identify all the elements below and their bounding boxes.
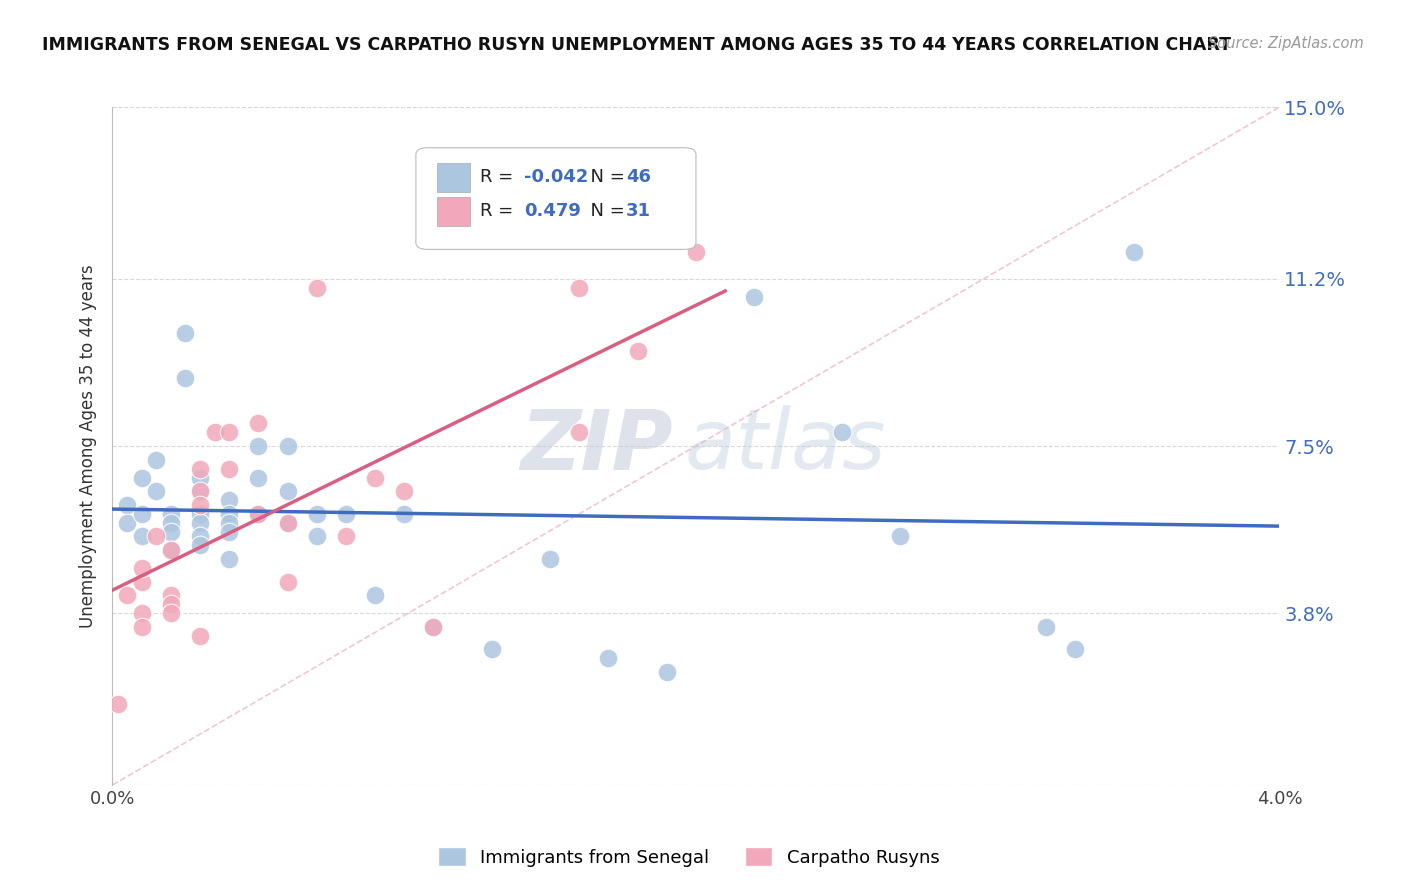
Point: [276, 484, 298, 499]
Text: Source: ZipAtlas.com: Source: ZipAtlas.com: [1208, 36, 1364, 51]
Text: N =: N =: [579, 168, 631, 186]
Point: [218, 507, 240, 521]
Point: [188, 461, 211, 475]
Legend: Immigrants from Senegal, Carpatho Rusyns: Immigrants from Senegal, Carpatho Rusyns: [432, 840, 946, 874]
Text: N =: N =: [579, 202, 631, 219]
Text: 31: 31: [626, 202, 651, 219]
Point: [188, 484, 211, 499]
Point: [335, 529, 357, 543]
Point: [174, 371, 197, 385]
Point: [145, 452, 167, 467]
Point: [568, 281, 591, 295]
Point: [218, 493, 240, 508]
Point: [218, 552, 240, 566]
Point: [364, 470, 387, 484]
Point: [115, 588, 138, 602]
Point: [305, 281, 328, 295]
Point: [276, 516, 298, 530]
Text: 0.479: 0.479: [524, 202, 581, 219]
Point: [218, 516, 240, 530]
Point: [831, 425, 853, 440]
Point: [174, 326, 197, 340]
Point: [598, 651, 620, 665]
Point: [889, 529, 911, 543]
Text: IMMIGRANTS FROM SENEGAL VS CARPATHO RUSYN UNEMPLOYMENT AMONG AGES 35 TO 44 YEARS: IMMIGRANTS FROM SENEGAL VS CARPATHO RUSY…: [42, 36, 1232, 54]
Point: [145, 484, 167, 499]
Point: [276, 439, 298, 453]
Point: [188, 498, 211, 512]
Point: [131, 574, 153, 589]
Point: [160, 606, 183, 620]
Point: [627, 344, 650, 359]
Point: [481, 642, 503, 657]
Text: ZIP: ZIP: [520, 406, 672, 486]
Point: [188, 484, 211, 499]
Point: [394, 484, 416, 499]
Y-axis label: Unemployment Among Ages 35 to 44 years: Unemployment Among Ages 35 to 44 years: [79, 264, 97, 628]
Point: [107, 697, 129, 711]
Point: [188, 538, 211, 552]
Point: [568, 425, 591, 440]
Point: [305, 529, 328, 543]
Point: [655, 665, 678, 679]
Text: -0.042: -0.042: [524, 168, 589, 186]
Point: [131, 561, 153, 575]
Point: [160, 543, 183, 558]
Point: [247, 439, 270, 453]
Text: atlas: atlas: [685, 406, 886, 486]
Text: R =: R =: [479, 202, 524, 219]
Point: [131, 620, 153, 634]
Point: [160, 588, 183, 602]
Point: [305, 507, 328, 521]
Point: [160, 597, 183, 611]
Point: [276, 516, 298, 530]
Point: [145, 529, 167, 543]
Point: [131, 606, 153, 620]
Point: [247, 507, 270, 521]
Point: [538, 552, 561, 566]
Point: [188, 629, 211, 643]
Text: R =: R =: [479, 168, 519, 186]
Point: [160, 507, 183, 521]
Bar: [437, 163, 470, 192]
Text: 46: 46: [626, 168, 651, 186]
Point: [394, 507, 416, 521]
Point: [247, 470, 270, 484]
FancyBboxPatch shape: [416, 148, 696, 250]
Point: [115, 498, 138, 512]
Point: [218, 425, 240, 440]
Point: [1064, 642, 1087, 657]
Point: [188, 529, 211, 543]
Point: [115, 516, 138, 530]
Point: [1035, 620, 1057, 634]
Point: [160, 543, 183, 558]
Point: [364, 588, 387, 602]
Point: [685, 244, 707, 259]
Point: [742, 290, 765, 304]
Point: [131, 507, 153, 521]
Point: [422, 620, 444, 634]
Point: [188, 507, 211, 521]
Bar: [437, 197, 470, 226]
Point: [204, 425, 226, 440]
Point: [160, 524, 183, 539]
Point: [131, 470, 153, 484]
Point: [247, 507, 270, 521]
Point: [188, 516, 211, 530]
Point: [160, 516, 183, 530]
Point: [335, 507, 357, 521]
Point: [218, 461, 240, 475]
Point: [1122, 244, 1144, 259]
Point: [247, 417, 270, 431]
Point: [276, 574, 298, 589]
Point: [422, 620, 444, 634]
Point: [131, 529, 153, 543]
Point: [188, 470, 211, 484]
Point: [218, 524, 240, 539]
